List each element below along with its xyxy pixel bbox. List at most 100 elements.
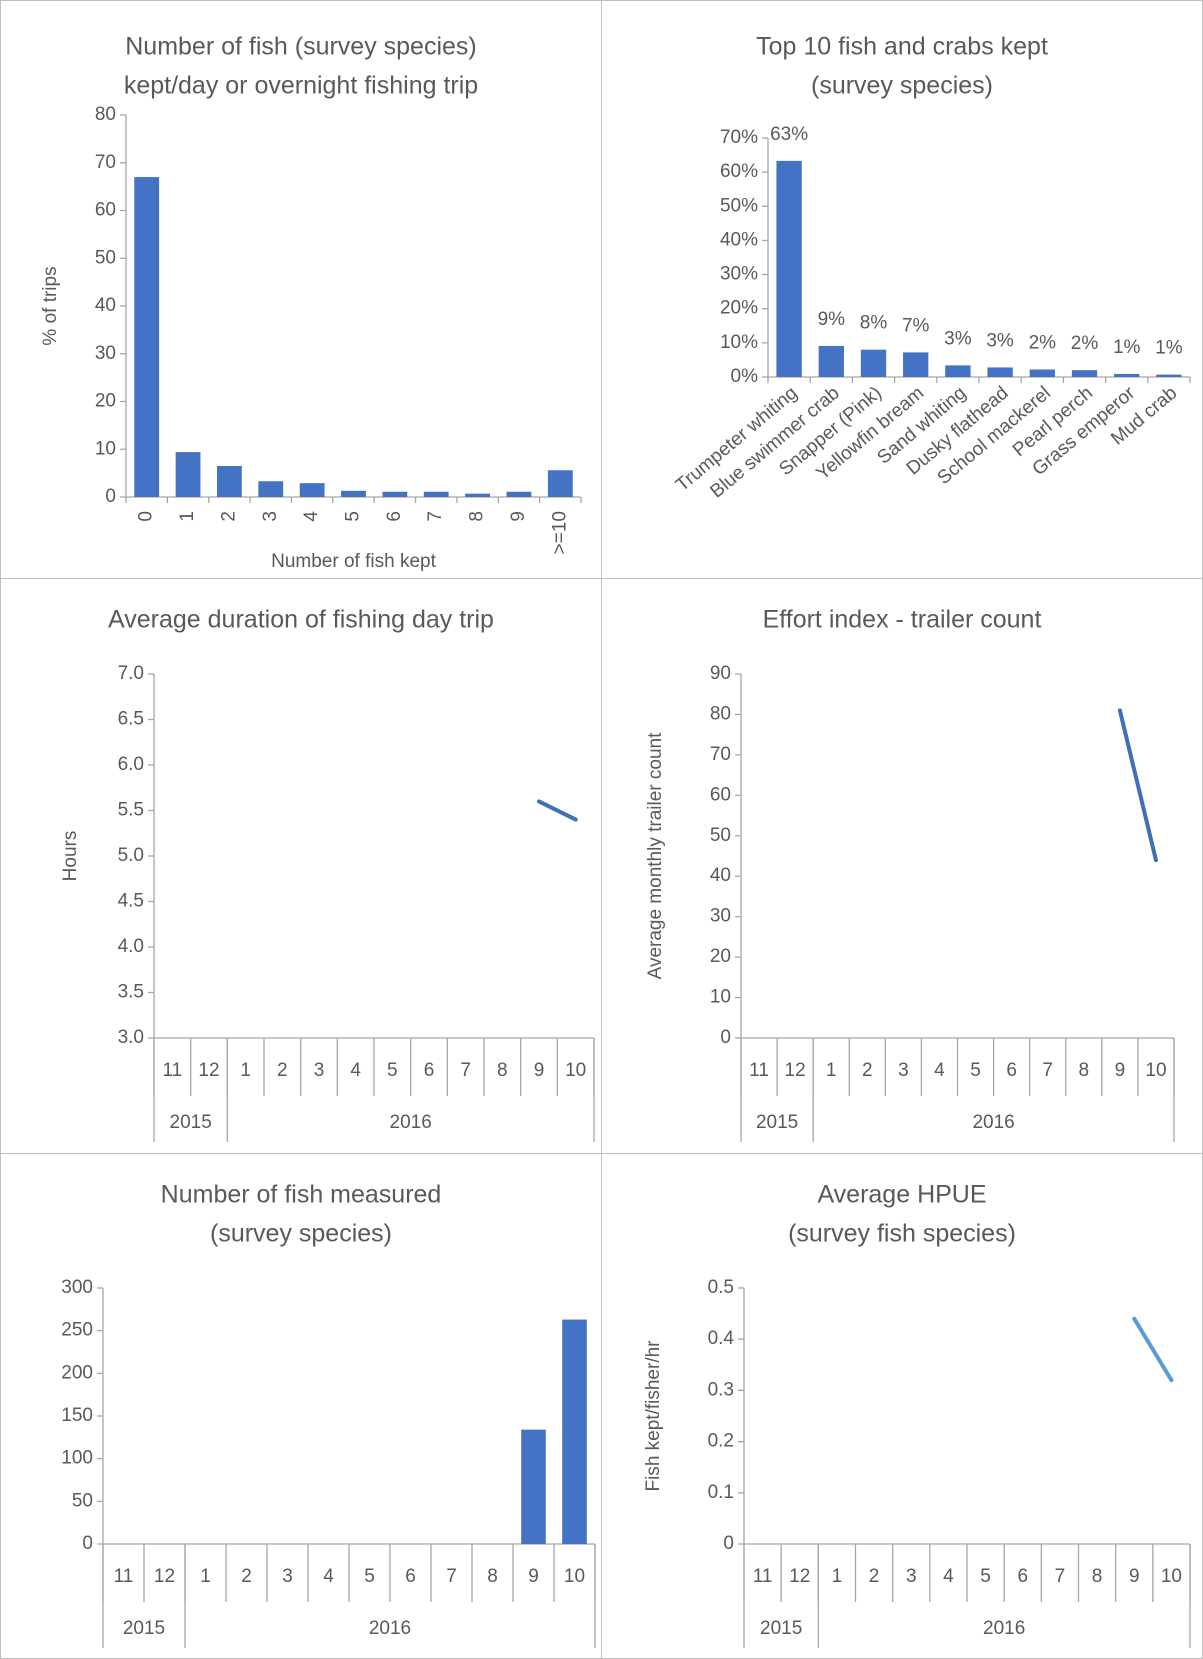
x-tick-label: 12 — [789, 1566, 810, 1587]
x-tick-label: 10 — [1145, 1060, 1166, 1081]
y-tick-label: 80 — [95, 104, 116, 125]
y-tick-label: 70 — [710, 744, 731, 765]
chart-panel: Top 10 fish and crabs kept (survey specie… — [601, 0, 1203, 579]
x-tick-label: 9 — [528, 1566, 539, 1587]
x-tick-label: 11 — [162, 1060, 182, 1081]
y-tick-label: 250 — [61, 1320, 93, 1341]
bar — [217, 465, 242, 497]
x-tick-label: 3 — [282, 1566, 293, 1587]
y-tick-label: 0 — [723, 1533, 734, 1554]
x-tick-label: 1 — [832, 1566, 843, 1587]
chart-title: Average HPUE — [817, 1181, 986, 1209]
x-tick-label: 7 — [1055, 1566, 1066, 1587]
x-tick-label: 9 — [1129, 1566, 1140, 1587]
y-tick-label: 0% — [731, 366, 759, 387]
y-axis-label: Average monthly trailer count — [645, 732, 666, 979]
y-tick-label: 70 — [95, 152, 116, 173]
chart-title: Top 10 fish and crabs kept — [756, 33, 1048, 61]
line-series — [537, 799, 578, 822]
x-tick-label: >=10 — [549, 511, 570, 554]
x-tick-label: 5 — [970, 1060, 981, 1081]
chart-panel: Average duration of fishing day trip 3.0 3… — [0, 578, 602, 1154]
value-label: 9% — [818, 309, 846, 330]
bar — [134, 177, 160, 497]
y-tick-label: 5.5 — [118, 800, 144, 821]
x-tick-label: 7 — [425, 511, 446, 522]
y-tick-label: 50% — [720, 195, 758, 216]
x-tick-label: 11 — [749, 1060, 769, 1081]
bar — [776, 160, 802, 377]
chart-panel: Average HPUE (survey fish species) 0 0.1 0.2… — [601, 1153, 1203, 1659]
bar — [258, 481, 284, 497]
value-label: 1% — [1113, 337, 1141, 358]
x-group-label: 2015 — [760, 1618, 802, 1639]
x-group-label: 2016 — [972, 1112, 1014, 1133]
x-tick-label: 6 — [384, 511, 405, 522]
x-tick-label: 2 — [277, 1060, 288, 1081]
x-tick-label: 10 — [564, 1566, 585, 1587]
x-tick-label: 11 — [114, 1566, 134, 1587]
x-tick-label: 5 — [980, 1566, 991, 1587]
x-tick-label: 12 — [154, 1566, 175, 1587]
x-tick-label: 8 — [497, 1060, 508, 1081]
y-tick-label: 50 — [710, 825, 731, 846]
y-tick-label: 3.0 — [118, 1027, 144, 1048]
value-label: 7% — [902, 315, 930, 336]
x-tick-label: 10 — [1161, 1566, 1182, 1587]
x-tick-label: 4 — [350, 1060, 361, 1081]
x-axis-label: Number of fish kept — [271, 551, 436, 572]
x-tick-label: 8 — [487, 1566, 498, 1587]
x-tick-label: 7 — [1042, 1060, 1053, 1081]
x-tick-label: 0 — [136, 511, 157, 522]
x-tick-label: 4 — [943, 1566, 954, 1587]
x-tick-label: 2 — [869, 1566, 880, 1587]
x-tick-label: 12 — [785, 1060, 806, 1081]
x-tick-label: 6 — [405, 1566, 416, 1587]
y-tick-label: 100 — [61, 1448, 93, 1469]
value-label: 3% — [986, 330, 1014, 351]
x-tick-label: 9 — [508, 511, 529, 522]
y-axis-label: Hours — [60, 831, 81, 882]
x-tick-label: 8 — [467, 511, 488, 522]
chart-title: Effort index - trailer count — [763, 606, 1042, 634]
y-tick-label: 4.0 — [118, 936, 144, 957]
y-tick-label: 30 — [710, 906, 731, 927]
x-tick-label: 2 — [218, 511, 239, 522]
x-group-label: 2016 — [983, 1618, 1025, 1639]
bar — [547, 470, 573, 497]
line-series — [1132, 1316, 1174, 1383]
x-tick-label: 4 — [934, 1060, 945, 1081]
bar — [945, 365, 971, 377]
x-tick-label: 4 — [323, 1566, 334, 1587]
y-tick-label: 4.5 — [118, 891, 144, 912]
y-tick-label: 20% — [720, 298, 758, 319]
y-axis-label: % of trips — [40, 266, 61, 345]
x-tick-label: 1 — [200, 1566, 211, 1587]
x-tick-label: 6 — [1006, 1060, 1017, 1081]
bar — [903, 352, 929, 377]
y-tick-label: 7.0 — [118, 663, 144, 684]
y-tick-label: 0 — [82, 1533, 93, 1554]
x-tick-label: 1 — [240, 1060, 251, 1081]
y-tick-label: 30% — [720, 264, 758, 285]
bar — [1029, 369, 1055, 377]
y-tick-label: 0.3 — [708, 1379, 734, 1400]
y-tick-label: 80 — [710, 703, 731, 724]
bar — [521, 1429, 546, 1544]
x-group-label: 2015 — [756, 1112, 798, 1133]
y-tick-label: 60% — [720, 161, 758, 182]
bar — [818, 345, 844, 377]
x-tick-label: 6 — [1017, 1566, 1028, 1587]
value-label: 1% — [1155, 338, 1183, 359]
y-tick-label: 40 — [95, 295, 116, 316]
bar — [562, 1319, 587, 1544]
y-tick-label: 30 — [95, 343, 116, 364]
chart-title: kept/day or overnight fishing trip — [124, 72, 478, 100]
chart-title: Average duration of fishing day trip — [108, 606, 494, 634]
x-tick-label: 9 — [1115, 1060, 1126, 1081]
y-tick-label: 150 — [61, 1405, 93, 1426]
y-tick-label: 40% — [720, 229, 758, 250]
x-tick-label: 8 — [1079, 1060, 1090, 1081]
line-series — [1117, 708, 1158, 863]
y-tick-label: 50 — [72, 1490, 93, 1511]
